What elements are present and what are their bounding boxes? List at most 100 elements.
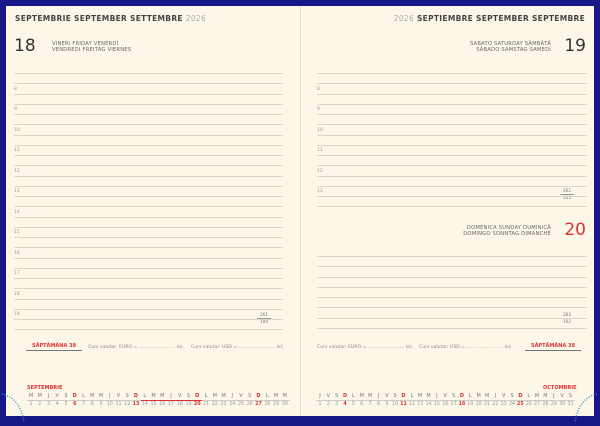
hour-label: 13	[317, 189, 323, 194]
calendar-day: 17	[450, 402, 457, 407]
calendar-day: 13	[132, 402, 140, 407]
calendar-weekday: D	[195, 393, 200, 399]
calendar-day: 18	[458, 402, 466, 407]
ruled-line	[317, 93, 587, 95]
calendar-day: 4	[343, 402, 347, 407]
ruled-line	[14, 124, 283, 126]
euro-rate: Curs valutar: EURO = ...................…	[88, 345, 184, 350]
calendar-weekday: M	[98, 393, 104, 399]
calendar-weekday: M	[212, 393, 217, 399]
calendar-day: 8	[90, 402, 94, 407]
calendar-day: 9	[385, 402, 389, 407]
calendar-day: 24	[229, 402, 236, 407]
calendar-day: 26	[525, 402, 532, 407]
ruled-line	[317, 256, 587, 257]
ruled-line	[14, 144, 283, 146]
calendar-weekday: M	[534, 393, 540, 399]
calendar-day: 14	[141, 402, 148, 407]
calendar-weekday: D	[401, 393, 406, 399]
calendar-weekday: M	[476, 393, 481, 399]
hour-label: 13	[14, 189, 20, 194]
calendar-weekday: L	[204, 393, 208, 399]
calendar-weekday: M	[37, 393, 42, 399]
calendar-weekday: S	[125, 393, 129, 399]
ruled-line	[317, 327, 587, 329]
euro-rate: Curs valutar: EURO = ...................…	[317, 345, 413, 350]
calendar-day: 27	[255, 402, 262, 407]
calendar-day: 4	[55, 402, 59, 407]
hour-label: 10	[317, 127, 323, 133]
week-label: SĂPTĂMÂNA 38	[26, 343, 83, 351]
hour-label: 18	[14, 291, 20, 297]
sunday-page-counter: 263 102	[560, 312, 574, 325]
ruled-line	[317, 124, 587, 126]
calendar-day: 20	[193, 402, 201, 407]
calendar-day: 15	[150, 402, 157, 407]
calendar-weekday: M	[543, 393, 548, 399]
calendar-weekday: S	[568, 393, 573, 399]
calendar-day: 25	[517, 402, 524, 407]
calendar-day: 19	[185, 402, 192, 407]
hour-label: 8	[317, 86, 320, 92]
month-header: 2026 SEPTIEMBRE SEPTEMBER SEPTEMBRE	[393, 14, 585, 23]
page-counter: 261 104	[257, 312, 271, 325]
page-counter: 262 103	[560, 188, 574, 201]
calendar-weekday: V	[385, 393, 389, 399]
calendar-weekday: S	[248, 393, 252, 399]
calendar-weekday: V	[560, 393, 564, 399]
calendar-weekday: J	[47, 393, 50, 399]
sunday-day-names: DOMENICA SUNDAY DUMINICĂ DOMINGO SONNTAG …	[463, 225, 551, 237]
sunday-day-number: 20	[564, 220, 586, 240]
ruled-line	[317, 266, 587, 268]
calendar-day: 9	[99, 402, 103, 407]
right-page: 2026 SEPTIEMBRE SEPTEMBER SEPTEMBRE 19 S…	[300, 6, 598, 423]
calendar-day: 28	[264, 402, 271, 407]
ruled-line	[14, 257, 283, 259]
calendar-divider	[316, 400, 575, 401]
ruled-line	[317, 196, 587, 197]
ruled-line	[317, 297, 587, 298]
ruled-line	[317, 73, 587, 74]
calendar-weekday: D	[256, 393, 261, 399]
calendar-day: 6	[360, 402, 364, 407]
calendar-weekday: S	[393, 393, 397, 399]
calendar-day: 12	[408, 402, 415, 407]
hour-label: 10	[14, 127, 20, 133]
calendar-day: 8	[376, 402, 380, 407]
ruled-line	[14, 237, 283, 238]
calendar-day: 1	[29, 402, 33, 407]
calendar-day: 10	[392, 402, 399, 407]
calendar-weekday: L	[410, 393, 414, 399]
calendar-weekday: M	[28, 393, 34, 399]
ruled-line	[317, 276, 587, 278]
week-label: SĂPTĂMÂNA 38	[525, 343, 582, 351]
calendar-weekday: M	[484, 393, 490, 399]
ruled-line	[14, 288, 283, 290]
ruled-line	[14, 278, 283, 279]
calendar-day: 22	[492, 402, 499, 407]
usd-rate: Curs valutar: USD = ....................…	[419, 345, 512, 350]
ruled-line	[14, 114, 283, 115]
calendar-weekday: M	[90, 393, 95, 399]
calendar-weekday: V	[443, 393, 447, 399]
calendar-day: 3	[335, 402, 339, 407]
day-number: 18	[14, 36, 36, 56]
calendar-weekday: S	[452, 393, 456, 399]
hour-label: 11	[14, 148, 20, 153]
ruled-line	[317, 185, 587, 187]
calendar-weekday: M	[282, 393, 287, 399]
calendar-day: 25	[237, 402, 245, 407]
ruled-line	[317, 165, 587, 167]
calendar-weekday: J	[494, 393, 497, 399]
ruled-line	[14, 329, 283, 331]
calendar-weekday: V	[326, 393, 331, 399]
calendar-weekday: S	[510, 393, 514, 399]
hour-label: 8	[14, 86, 17, 92]
calendar-day: 22	[211, 402, 218, 407]
calendar-day: 6	[73, 402, 77, 407]
calendar-weekday: V	[501, 393, 506, 399]
calendar-day: 29	[550, 402, 557, 407]
calendar-month: OCTOMBRIE	[543, 385, 577, 391]
hour-label: 9	[317, 107, 320, 112]
usd-rate: Curs valutar: USD = ....................…	[191, 345, 284, 350]
